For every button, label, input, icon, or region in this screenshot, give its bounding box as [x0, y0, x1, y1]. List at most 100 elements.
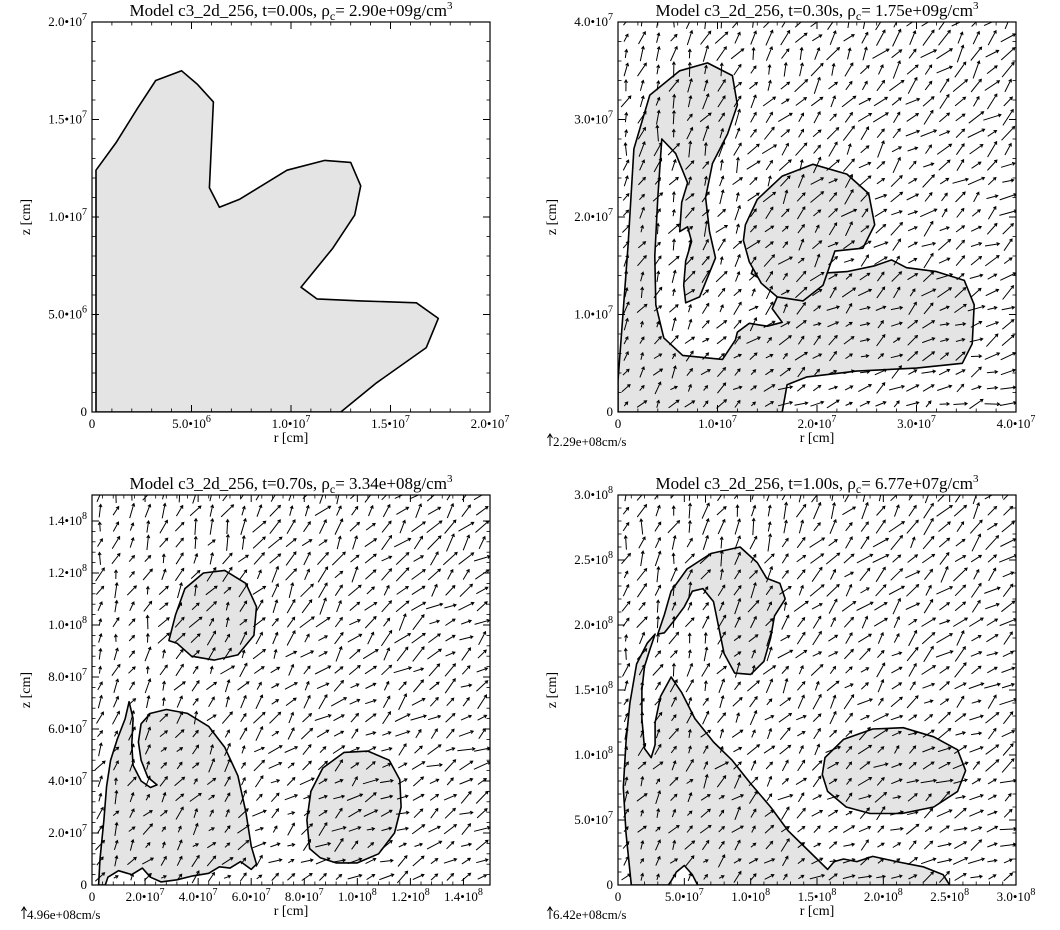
velocity-arrow — [113, 875, 119, 879]
velocity-arrow — [655, 241, 661, 248]
velocity-arrow — [94, 872, 106, 882]
velocity-arrow — [623, 335, 629, 345]
velocity-scale-label: 6.42e+08cm/s — [553, 907, 626, 922]
y-tick-label: 1.0•108 — [574, 745, 613, 762]
velocity-arrow — [955, 143, 965, 155]
velocity-arrow — [826, 794, 840, 800]
velocity-arrow — [412, 646, 425, 662]
velocity-arrow — [476, 680, 489, 692]
velocity-arrow — [655, 826, 661, 832]
velocity-arrow — [796, 631, 806, 645]
velocity-arrow — [334, 759, 343, 772]
velocity-arrow — [428, 663, 441, 677]
velocity-arrow — [142, 857, 155, 865]
velocity-arrow — [459, 760, 474, 771]
velocity-arrow — [159, 776, 168, 787]
velocity-arrow — [348, 664, 361, 675]
velocity-arrow — [381, 520, 392, 533]
velocity-arrow — [396, 506, 410, 515]
velocity-arrow — [813, 842, 822, 848]
velocity-arrow — [351, 840, 359, 850]
velocity-arrow — [701, 269, 710, 283]
velocity-arrow — [971, 22, 977, 27]
velocity-arrow — [719, 694, 725, 709]
velocity-arrow — [382, 503, 391, 518]
velocity-arrow — [798, 874, 805, 880]
velocity-arrow — [671, 662, 676, 677]
velocity-arrow — [935, 778, 954, 784]
velocity-arrow — [780, 635, 791, 642]
velocity-arrow — [955, 191, 966, 203]
velocity-arrow — [717, 518, 726, 535]
velocity-arrow — [286, 616, 296, 628]
velocity-arrow — [939, 825, 950, 833]
velocity-arrow — [334, 570, 344, 579]
velocity-arrow — [779, 367, 792, 377]
x-tick-label: 1.2•108 — [391, 887, 430, 904]
velocity-arrow — [717, 208, 726, 217]
velocity-arrow — [829, 350, 837, 362]
velocity-arrow — [652, 192, 664, 202]
velocity-arrow — [702, 710, 710, 725]
velocity-arrow — [225, 616, 230, 628]
velocity-arrow — [828, 809, 839, 817]
velocity-arrow — [671, 534, 677, 550]
velocity-arrow — [1002, 650, 1015, 658]
velocity-arrow — [687, 728, 692, 738]
velocity-arrow — [810, 191, 825, 203]
velocity-arrow — [191, 870, 200, 884]
velocity-arrow — [751, 664, 756, 675]
velocity-arrow — [473, 555, 490, 562]
velocity-arrow — [908, 714, 918, 721]
velocity-arrow — [922, 351, 936, 362]
velocity-arrow — [894, 504, 900, 517]
velocity-arrow — [268, 745, 283, 755]
velocity-arrow — [224, 729, 230, 738]
velocity-arrow — [383, 584, 390, 596]
velocity-arrow — [144, 744, 151, 755]
velocity-arrow — [845, 583, 853, 597]
velocity-arrow — [208, 696, 215, 707]
velocity-arrow — [668, 824, 680, 834]
velocity-arrow — [653, 286, 663, 299]
velocity-arrow — [795, 503, 807, 518]
velocity-arrow — [637, 825, 647, 833]
velocity-arrow — [636, 503, 648, 518]
velocity-arrow — [970, 839, 983, 851]
velocity-arrow — [315, 857, 331, 865]
velocity-arrow — [445, 747, 456, 752]
velocity-arrow — [255, 826, 265, 832]
velocity-arrow — [350, 712, 360, 723]
velocity-arrow — [940, 337, 950, 342]
velocity-arrow — [702, 534, 709, 550]
velocity-arrow — [269, 711, 282, 724]
velocity-arrow — [655, 632, 660, 643]
velocity-arrow — [636, 567, 648, 581]
velocity-arrow — [810, 177, 825, 185]
velocity-arrow — [224, 775, 231, 787]
velocity-arrow — [381, 555, 393, 562]
velocity-arrow — [224, 758, 231, 773]
velocity-arrow — [239, 631, 248, 645]
velocity-arrow — [952, 761, 969, 770]
velocity-arrow — [967, 304, 986, 312]
velocity-arrow — [716, 319, 728, 329]
velocity-arrow — [733, 585, 742, 596]
velocity-arrow — [877, 649, 885, 659]
velocity-arrow — [764, 824, 775, 834]
velocity-arrow — [239, 872, 247, 882]
velocity-arrow — [686, 537, 693, 548]
velocity-arrow — [336, 495, 340, 505]
velocity-arrow — [766, 495, 770, 502]
velocity-arrow — [685, 855, 695, 867]
velocity-arrow — [623, 855, 629, 866]
velocity-arrow — [622, 159, 630, 171]
velocity-arrow — [655, 45, 661, 61]
velocity-arrow — [971, 699, 982, 704]
velocity-arrow — [129, 791, 135, 803]
velocity-arrow — [1003, 858, 1014, 864]
velocity-arrow — [656, 615, 661, 629]
velocity-arrow — [174, 729, 185, 739]
velocity-arrow — [764, 809, 775, 817]
velocity-arrow — [1000, 33, 1016, 43]
